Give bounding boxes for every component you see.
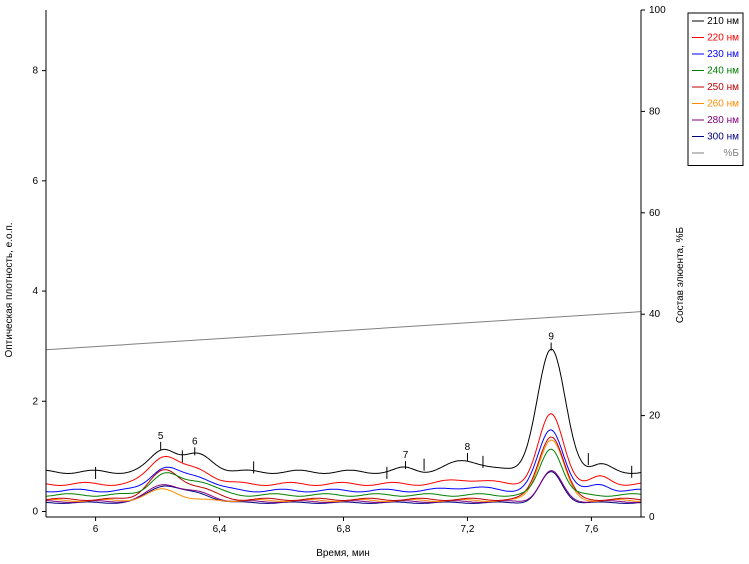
peak-label: 5 [158,431,164,442]
peak-label: 8 [465,442,471,453]
y-left-tick-label: 0 [32,506,38,517]
series-line-210-нм [46,348,641,475]
y-right-tick-label: 80 [649,106,661,117]
legend-entry-label: 280 нм [707,115,739,126]
x-tick-label: 6 [93,524,99,535]
series-line-250-нм [46,436,641,501]
x-tick-label: 6,8 [337,524,351,535]
y-left-tick-label: 4 [32,286,38,297]
y-left-tick-label: 2 [32,396,38,407]
y-right-tick-label: 20 [649,411,661,422]
x-tick-label: 7,6 [584,524,598,535]
y-axis-left-label: Оптическая плотность, е.о.п. [4,222,15,357]
x-tick-label: 7,2 [461,524,475,535]
y-right-tick-label: 0 [649,512,655,523]
y-right-tick-label: 40 [649,309,661,320]
series-line-230-нм [46,429,641,493]
y-right-tick-label: 60 [649,208,661,219]
legend: 210 нм 220 нм 230 нм 240 нм 250 нм 260 нм 280 … [687,12,744,166]
x-axis-label: Время, мин [316,548,370,559]
legend-entry-label: 230 нм [707,49,739,60]
series-line-220-нм [46,413,641,487]
peak-label: 7 [403,450,409,461]
series-gradient-line [46,311,641,351]
legend-entry-label: 300 нм [707,132,739,143]
series-line-240-нм [46,448,641,497]
y-left-tick-label: 8 [32,66,38,77]
legend-entry-label: %Б [724,148,740,159]
peak-label: 6 [192,436,198,447]
y-axis-right-label: Состав элюента, %Б [675,226,686,323]
legend-entry-label: 250 нм [707,82,739,93]
x-tick-label: 6,4 [213,524,227,535]
legend-entry-label: 220 нм [707,33,739,44]
legend-entry-label: 260 нм [707,99,739,110]
legend-box [687,12,744,166]
peak-label: 9 [548,332,554,343]
legend-entry-label: 210 нм [707,16,739,27]
plot-area: 5 6 7 8 9 [46,311,641,504]
legend-entry-label: 240 нм [707,66,739,77]
y-right-tick-label: 100 [649,5,666,16]
y-left-tick-label: 6 [32,176,38,187]
